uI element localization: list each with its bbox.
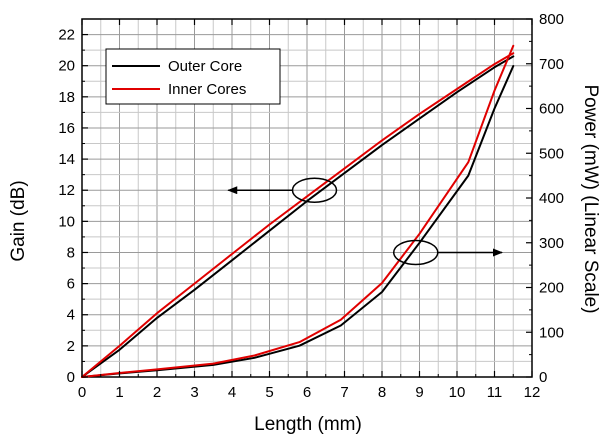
x-tick-label: 6 bbox=[303, 384, 311, 401]
y2-tick-label: 200 bbox=[539, 280, 564, 297]
x-tick-label: 12 bbox=[524, 384, 541, 401]
series-line-inner-cores-left bbox=[81, 52, 515, 378]
x-tick-label: 9 bbox=[415, 384, 423, 401]
legend: Outer Core Inner Cores bbox=[105, 48, 281, 105]
y-tick-label: 14 bbox=[58, 151, 75, 168]
y-tick-label: 6 bbox=[67, 276, 75, 293]
series-layer bbox=[81, 44, 515, 378]
y2-tick-label: 300 bbox=[539, 235, 564, 252]
y2-tick-label: 800 bbox=[539, 11, 564, 28]
x-axis-title: Length (mm) bbox=[254, 414, 362, 435]
x-tick-label: 7 bbox=[340, 384, 348, 401]
x-tick-label: 2 bbox=[153, 384, 161, 401]
x-tick-label: 8 bbox=[378, 384, 386, 401]
y2-tick-label: 400 bbox=[539, 190, 564, 207]
x-tick-label: 3 bbox=[190, 384, 198, 401]
x-tick-label: 11 bbox=[487, 384, 503, 401]
y2-tick-label: 700 bbox=[539, 56, 564, 73]
annotation-layer bbox=[227, 177, 503, 266]
legend-label-outer-core: Outer Core bbox=[168, 58, 242, 75]
legend-label-inner-cores: Inner Cores bbox=[168, 81, 246, 98]
y-tick-label: 22 bbox=[58, 27, 75, 44]
y-axis-title: Gain (dB) bbox=[8, 180, 29, 261]
ticks-layer: 0 1 2 3 4 5 6 7 8 9 10 11 12024681012141618202201002… bbox=[58, 11, 564, 401]
y2-tick-label: 500 bbox=[539, 145, 564, 162]
y2-tick-label: 100 bbox=[539, 324, 564, 341]
y-tick-label: 0 bbox=[67, 369, 75, 386]
x-tick-label: 0 bbox=[78, 384, 86, 401]
x-tick-label: 1 bbox=[115, 384, 123, 401]
y2-axis-title: Power (mW) (Linear Scale) bbox=[580, 84, 601, 313]
y-tick-label: 16 bbox=[58, 120, 75, 137]
y2-tick-label: 600 bbox=[539, 101, 564, 118]
legend-box bbox=[105, 48, 281, 105]
y-tick-label: 20 bbox=[58, 58, 75, 75]
y2-tick-label: 0 bbox=[539, 369, 547, 386]
y-tick-label: 4 bbox=[67, 307, 75, 324]
series-line-inner-cores-right bbox=[81, 44, 515, 378]
y-tick-label: 2 bbox=[67, 338, 75, 355]
y-tick-label: 12 bbox=[58, 182, 75, 199]
y-tick-label: 10 bbox=[58, 213, 75, 230]
y-tick-label: 18 bbox=[58, 89, 75, 106]
y-tick-label: 8 bbox=[67, 244, 75, 261]
x-tick-label: 10 bbox=[449, 384, 466, 401]
x-tick-label: 4 bbox=[228, 384, 236, 401]
x-tick-label: 5 bbox=[265, 384, 273, 401]
